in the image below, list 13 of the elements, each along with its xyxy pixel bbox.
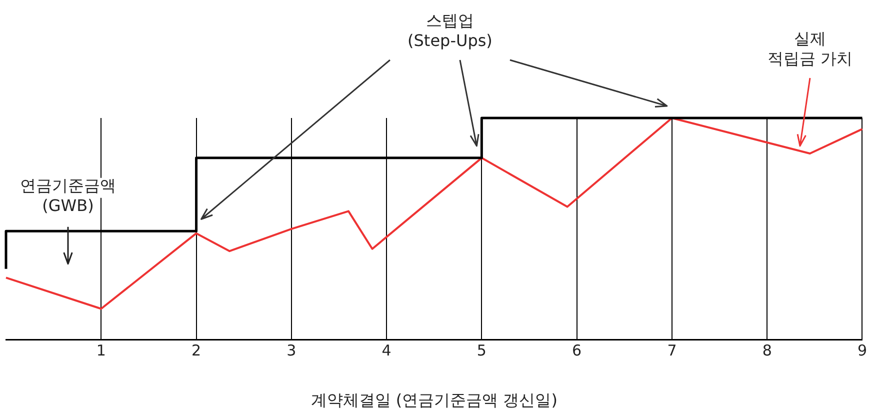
x-tick-label: 1	[96, 342, 106, 360]
text: 스텝업 (Step-Ups)	[408, 11, 492, 50]
x-tick-label: 7	[667, 342, 677, 360]
x-tick-label: 8	[762, 342, 772, 360]
x-tick-label: 2	[192, 342, 202, 360]
x-tick-label: 9	[857, 342, 867, 360]
text: 실제 적립금 가치	[767, 29, 853, 68]
x-tick-label: 3	[286, 342, 296, 360]
x-tick-label: 6	[572, 342, 582, 360]
x-axis-title: 계약체결일 (연금기준금액 갱신일)	[310, 390, 558, 410]
x-tick-label: 4	[382, 342, 392, 360]
x-tick-label: 5	[476, 342, 486, 360]
annotation: 연금기준금액 (GWB)	[20, 176, 116, 215]
